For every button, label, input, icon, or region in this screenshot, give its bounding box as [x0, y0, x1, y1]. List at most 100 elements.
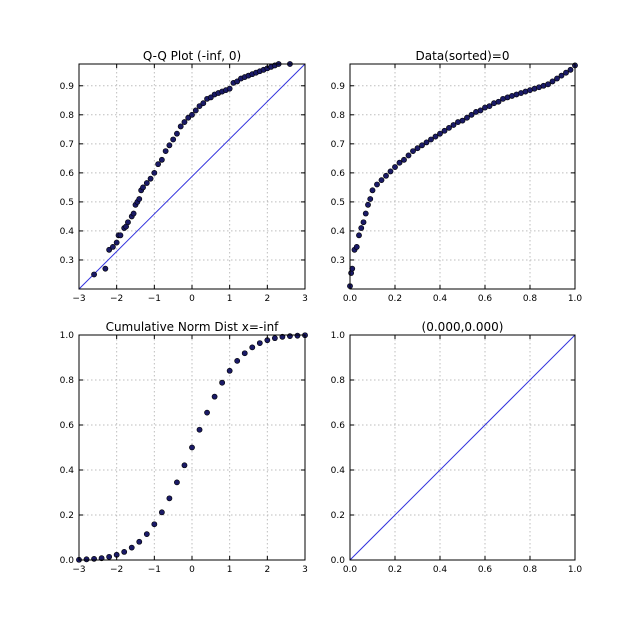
cumulative-norm-x-tick-label: 2 [264, 565, 270, 575]
subplot-diagonal: (0.000,0.000) 0.0 0.2 0.4 0.6 0.8 1.0 0.00.20… [331, 320, 583, 575]
data-sorted-x-tick-label: 0.8 [523, 294, 538, 304]
qq-plot-point [113, 239, 120, 246]
cumulative-norm-x-ticks: −3 −2 −1 0 1 2 3 [72, 335, 308, 575]
data-sorted-point [369, 187, 376, 194]
data-sorted-y-tick-label: 0.8 [331, 111, 346, 121]
qq-plot-x-tick-label: −2 [110, 294, 123, 304]
diagonal-x-tick-label: 1.0 [568, 565, 583, 575]
qq-plot-y-tick-label: 0.9 [60, 82, 75, 92]
diagonal-title: (0.000,0.000) [422, 320, 504, 334]
data-sorted-point [378, 177, 385, 184]
data-sorted-point [563, 69, 569, 76]
cumulative-norm-point [83, 556, 90, 563]
qq-plot-point [102, 265, 109, 272]
qq-plot-reference-line [78, 63, 306, 290]
qq-plot-point [155, 161, 161, 168]
data-sorted-point [419, 142, 425, 149]
qq-plot-title: Q-Q Plot (-inf, 0) [143, 49, 241, 63]
data-sorted-y-ticks: 0.3 0.4 0.5 0.6 0.7 0.8 0.9 [331, 82, 575, 266]
data-sorted-point [410, 148, 416, 154]
data-sorted-point [432, 133, 439, 140]
data-sorted-point [362, 210, 369, 217]
qq-plot-y-ticks: 0.3 0.4 0.5 0.6 0.7 0.8 0.9 [60, 82, 305, 266]
qq-plot-point [181, 119, 188, 125]
cumulative-norm-x-tick-label: 1 [227, 565, 233, 575]
diagonal-y-tick-label: 1.0 [331, 331, 346, 341]
diagonal-y-tick-label: 0.4 [331, 466, 346, 476]
diagonal-x-tick-label: 0.2 [388, 565, 402, 575]
qq-plot-point [234, 78, 241, 85]
cumulative-norm-point [158, 509, 165, 516]
qq-plot-point [226, 85, 233, 92]
qq-plot-point [140, 184, 146, 191]
cumulative-norm-x-tick-label: 3 [302, 565, 308, 575]
data-sorted-point [365, 201, 371, 208]
qq-plot-point [110, 244, 116, 250]
data-sorted-point [356, 232, 362, 239]
data-sorted-point [374, 181, 380, 188]
cumulative-norm-point [196, 426, 203, 433]
data-sorted-point [554, 75, 560, 82]
qq-plot-point [177, 123, 184, 130]
qq-plot-point [130, 210, 137, 217]
qq-plot-point [158, 156, 165, 163]
cumulative-norm-point [174, 479, 180, 486]
data-sorted-x-tick-label: 0.4 [433, 294, 448, 304]
diagonal-y-tick-label: 0.2 [331, 511, 345, 521]
data-sorted-point [392, 164, 398, 170]
diagonal-y-tick-label: 0.0 [331, 556, 346, 566]
diagonal-y-ticks: 0.0 0.2 0.4 0.6 0.8 1.0 [331, 331, 575, 566]
qq-plot-point [136, 196, 143, 202]
cumulative-norm-point [128, 544, 135, 551]
cumulative-norm-point [256, 340, 263, 346]
cumulative-norm-y-tick-label: 0.2 [60, 511, 74, 521]
data-sorted-point [464, 114, 470, 121]
qq-plot-point [143, 180, 150, 186]
data-sorted-frame [349, 63, 576, 290]
subplot-data-sorted: Data(sorted)=0 0.0 0.2 0.4 0.6 0.8 1.0 0.3 0.4… [331, 49, 583, 304]
data-sorted-point [468, 111, 475, 118]
diagonal-y-tick-label: 0.6 [331, 421, 346, 431]
data-sorted-point [459, 117, 466, 124]
qq-plot-point [192, 107, 199, 114]
cumulative-norm-points [76, 332, 308, 563]
qq-plot-x-tick-label: 0 [189, 294, 195, 304]
data-sorted-point [437, 130, 443, 137]
cumulative-norm-point [271, 335, 278, 342]
qq-plot-point [196, 103, 203, 109]
data-sorted-point [477, 107, 484, 114]
data-sorted-y-tick-label: 0.3 [331, 256, 345, 266]
qq-plot-point [162, 148, 169, 154]
qq-plot-point [170, 136, 177, 143]
qq-plot-x-tick-label: 3 [302, 294, 308, 304]
cumulative-norm-point [211, 393, 218, 400]
qq-plot-point [174, 130, 180, 137]
subplot-cumulative-norm: Cumulative Norm Dist x=-inf −3 −2 −1 0 1 2 3 0… [60, 320, 308, 575]
cumulative-norm-point [219, 379, 226, 386]
data-sorted-x-tick-label: 0.6 [478, 294, 493, 304]
cumulative-norm-y-tick-label: 0.4 [60, 466, 75, 476]
qq-plot-point [185, 114, 192, 121]
data-sorted-point [383, 172, 389, 179]
qq-plot-point [189, 111, 195, 118]
qq-plot-x-tick-label: 1 [227, 294, 233, 304]
subplot-qq-plot: Q-Q Plot (-inf, 0) −3 −2 −1 0 1 2 3 0.30.40.50… [60, 49, 308, 304]
cumulative-norm-x-tick-label: −2 [110, 565, 123, 575]
cumulative-norm-point [294, 332, 301, 339]
qq-plot-point [166, 142, 173, 149]
cumulative-norm-point [181, 462, 188, 469]
data-sorted-y-tick-label: 0.7 [331, 140, 345, 150]
qq-plot-y-tick-label: 0.8 [60, 111, 75, 121]
data-sorted-point [567, 66, 574, 73]
cumulative-norm-point [91, 555, 97, 562]
diagonal-y-tick-label: 0.8 [331, 376, 346, 386]
diagonal-x-tick-label: 0.0 [343, 565, 358, 575]
qq-plot-x-tick-label: −1 [148, 294, 161, 304]
qq-plot-y-tick-label: 0.5 [60, 198, 74, 208]
cumulative-norm-y-tick-label: 0.6 [60, 421, 75, 431]
data-sorted-point [387, 168, 394, 175]
data-sorted-point [450, 122, 457, 128]
diagonal-x-tick-label: 0.4 [433, 565, 448, 575]
cumulative-norm-point [234, 357, 241, 364]
